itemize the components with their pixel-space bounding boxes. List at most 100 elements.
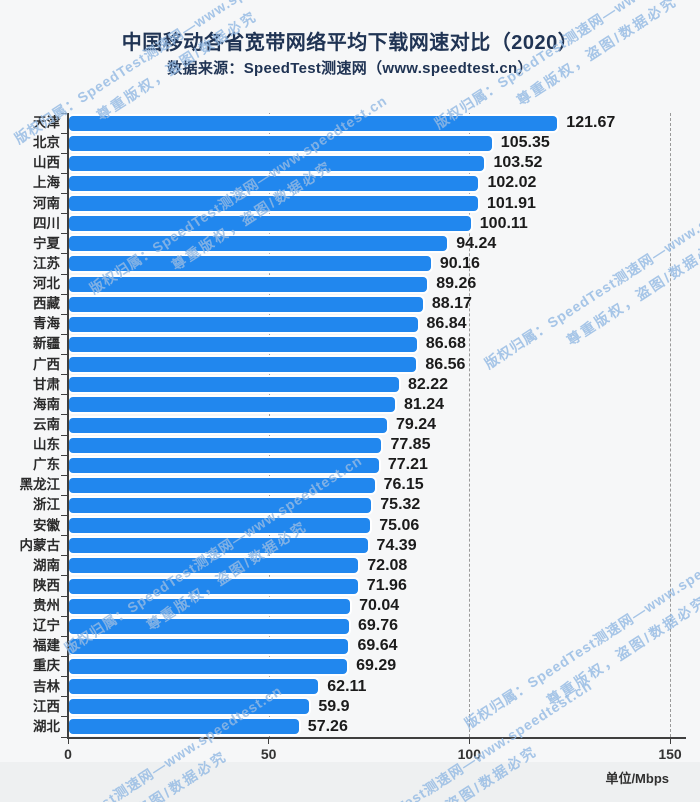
y-tick — [61, 333, 67, 335]
y-tick — [61, 736, 67, 738]
y-tick — [61, 555, 67, 557]
x-tick — [67, 739, 69, 744]
bar — [69, 276, 428, 292]
bar — [69, 719, 299, 735]
bar — [69, 457, 379, 473]
category-label: 江西 — [33, 698, 60, 714]
value-label: 82.22 — [407, 375, 449, 393]
value-label: 103.52 — [493, 154, 543, 172]
category-label: 山西 — [33, 155, 60, 171]
category-label: 河北 — [33, 276, 60, 292]
value-label: 101.91 — [486, 194, 536, 212]
category-label: 新疆 — [33, 336, 60, 352]
gridline-150 — [670, 113, 671, 737]
bar — [69, 175, 479, 191]
y-tick — [61, 374, 67, 376]
value-label: 62.11 — [327, 677, 367, 695]
bar — [69, 296, 423, 312]
y-tick — [61, 635, 67, 637]
y-tick — [61, 535, 67, 537]
value-label: 121.67 — [566, 114, 616, 131]
bar — [69, 437, 382, 453]
y-tick — [61, 132, 67, 134]
value-label: 79.24 — [396, 415, 437, 433]
value-label: 94.24 — [456, 234, 497, 252]
y-tick — [61, 575, 67, 577]
bar — [69, 196, 478, 212]
y-tick — [61, 434, 67, 436]
value-label: 86.68 — [425, 335, 466, 353]
category-label: 福建 — [33, 638, 60, 654]
bar — [69, 336, 417, 352]
bar — [69, 155, 485, 171]
x-axis-line — [67, 737, 686, 739]
y-tick — [61, 615, 67, 617]
y-tick — [61, 515, 67, 517]
y-tick — [61, 273, 67, 275]
value-label: 102.02 — [487, 174, 537, 192]
category-label: 宁夏 — [33, 235, 60, 251]
y-tick — [61, 253, 67, 255]
value-label: 86.84 — [426, 315, 467, 333]
x-tick-label: 50 — [260, 746, 277, 762]
bar — [69, 115, 558, 131]
category-label: 云南 — [33, 416, 60, 432]
bar — [69, 538, 368, 554]
value-label: 105.35 — [500, 134, 550, 152]
bar — [69, 558, 359, 574]
value-label: 69.29 — [356, 657, 397, 675]
y-tick — [61, 112, 67, 114]
y-tick — [61, 193, 67, 195]
x-tick-label: 0 — [64, 746, 72, 762]
y-tick — [61, 293, 67, 295]
y-tick — [61, 696, 67, 698]
bar — [69, 618, 349, 634]
value-label: 75.06 — [379, 516, 420, 534]
y-tick — [61, 595, 67, 597]
value-label: 70.04 — [359, 597, 400, 615]
category-label: 青海 — [33, 316, 60, 332]
value-label: 100.11 — [479, 214, 528, 232]
value-label: 76.15 — [383, 476, 424, 494]
y-tick — [61, 233, 67, 235]
value-label: 77.85 — [390, 436, 431, 454]
bar — [69, 316, 418, 332]
x-tick — [468, 739, 470, 744]
category-label: 四川 — [33, 215, 60, 231]
bar — [69, 357, 417, 373]
y-tick — [61, 676, 67, 678]
category-label: 吉林 — [33, 678, 60, 694]
y-tick — [61, 454, 67, 456]
category-label: 浙江 — [33, 497, 60, 513]
category-label: 陕西 — [33, 577, 60, 593]
y-tick — [61, 494, 67, 496]
bar — [69, 679, 319, 695]
category-label: 贵州 — [33, 598, 60, 614]
category-label: 河南 — [33, 195, 60, 211]
value-label: 89.26 — [436, 275, 477, 293]
y-tick — [61, 213, 67, 215]
bar — [69, 659, 348, 675]
category-label: 天津 — [33, 115, 60, 130]
value-label: 77.21 — [387, 456, 428, 474]
bar — [69, 135, 492, 151]
y-axis-line — [67, 113, 69, 737]
bar — [69, 477, 375, 493]
category-label: 西藏 — [33, 296, 60, 312]
y-tick — [61, 313, 67, 315]
y-tick — [61, 354, 67, 356]
y-tick — [61, 716, 67, 718]
value-label: 90.16 — [439, 254, 480, 272]
bar — [69, 377, 399, 393]
value-label: 86.56 — [425, 355, 466, 373]
x-tick — [669, 739, 671, 744]
y-tick — [61, 655, 67, 657]
value-label: 57.26 — [307, 717, 348, 735]
category-label: 内蒙古 — [19, 537, 61, 553]
y-tick — [61, 394, 67, 396]
y-tick — [61, 474, 67, 476]
category-label: 重庆 — [33, 658, 60, 674]
y-tick — [61, 172, 67, 174]
value-label: 88.17 — [431, 295, 472, 313]
